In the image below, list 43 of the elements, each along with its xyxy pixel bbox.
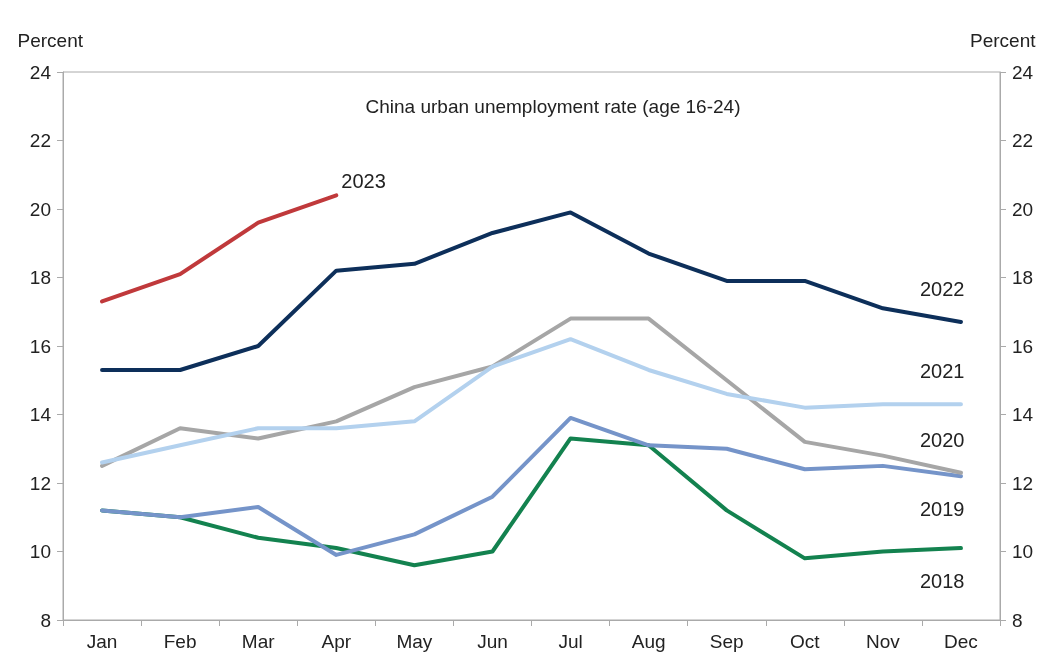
x-tick-label: Oct [790, 631, 821, 652]
x-tick-label: Aug [631, 631, 666, 652]
series-label: 2020 [919, 428, 965, 451]
x-tick-label: Jul [558, 631, 583, 652]
series-label: 2018 [919, 570, 965, 593]
y-tick-label: 16 [29, 335, 51, 357]
x-tick-label: Mar [241, 631, 276, 652]
y-tick-label: 12 [29, 472, 51, 494]
x-tick-label: Jun [477, 631, 508, 652]
y2-tick-label: 14 [1012, 404, 1034, 425]
y-axis-title: Percent [17, 30, 84, 51]
y2-tick-label: 12 [1012, 472, 1034, 494]
y2-tick-label: 22 [1012, 130, 1034, 151]
y-tick-label: 14 [29, 404, 52, 425]
y-tick-label: 8 [40, 609, 51, 631]
line-series [100, 193, 339, 304]
x-tick-label: Feb [163, 631, 197, 652]
y-tick-label: 10 [29, 541, 51, 562]
series-label: 2022 [919, 278, 965, 301]
line-series [100, 415, 963, 557]
y2-tick-label: 18 [1012, 267, 1034, 288]
x-tick-label: Dec [944, 631, 978, 652]
series-label: 2021 [919, 360, 965, 383]
line-series [100, 337, 963, 465]
x-tick-label: Apr [321, 631, 352, 652]
y2-axis-title: Percent [970, 30, 1037, 51]
y2-tick-label: 16 [1012, 335, 1034, 357]
y-tick-label: 22 [29, 130, 51, 151]
y2-tick-label: 24 [1012, 61, 1034, 83]
y-tick-label: 20 [29, 198, 51, 220]
x-tick-label: Nov [865, 631, 901, 652]
text: China urban unemployment rate (age 16-24) [365, 96, 741, 117]
line-series [100, 316, 963, 475]
x-tick-label: Sep [709, 631, 744, 652]
series-label: 2023 [341, 170, 386, 193]
y2-tick-label: 10 [1012, 541, 1034, 562]
x-tick-label: Jan [86, 631, 118, 652]
y-tick-label: 18 [29, 267, 51, 288]
x-tick-label: May [396, 631, 433, 652]
y2-tick-label: 8 [1012, 609, 1023, 631]
y2-tick-label: 20 [1012, 198, 1034, 220]
series-label: 2019 [919, 498, 965, 521]
y-tick-label: 24 [29, 61, 52, 83]
